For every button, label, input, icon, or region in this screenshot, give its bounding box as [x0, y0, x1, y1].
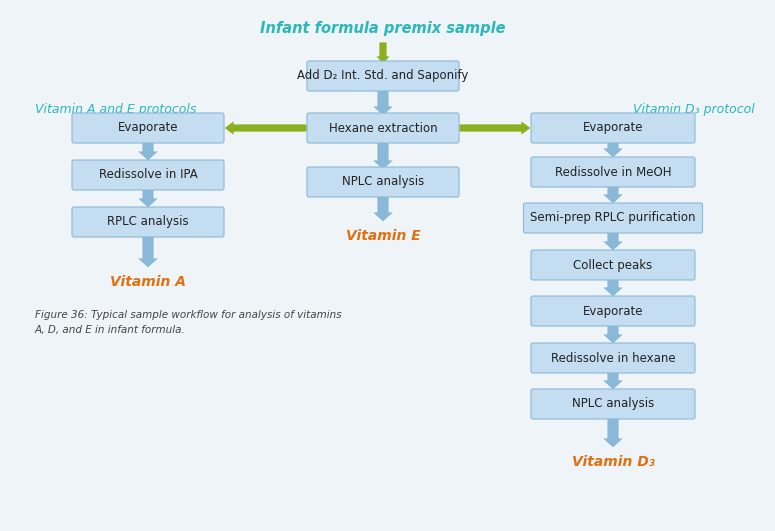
FancyBboxPatch shape: [307, 113, 459, 143]
Text: Evaporate: Evaporate: [118, 122, 178, 134]
Polygon shape: [137, 236, 159, 268]
FancyBboxPatch shape: [72, 160, 224, 190]
Polygon shape: [137, 142, 159, 161]
FancyBboxPatch shape: [531, 389, 695, 419]
Text: Vitamin D₃ protocol: Vitamin D₃ protocol: [633, 104, 755, 116]
FancyBboxPatch shape: [72, 207, 224, 237]
Text: Redissolve in MeOH: Redissolve in MeOH: [555, 166, 671, 178]
Polygon shape: [602, 372, 624, 390]
Text: Vitamin E: Vitamin E: [346, 229, 420, 243]
Text: NPLC analysis: NPLC analysis: [342, 176, 424, 189]
Polygon shape: [602, 325, 624, 344]
Text: Hexane extraction: Hexane extraction: [329, 122, 437, 134]
Polygon shape: [376, 42, 391, 64]
Text: Vitamin A and E protocols: Vitamin A and E protocols: [35, 104, 196, 116]
Text: Redissolve in hexane: Redissolve in hexane: [551, 352, 675, 364]
Text: Collect peaks: Collect peaks: [574, 259, 653, 271]
Polygon shape: [372, 90, 394, 116]
Polygon shape: [137, 189, 159, 208]
Polygon shape: [602, 418, 624, 448]
Polygon shape: [602, 279, 624, 297]
Polygon shape: [372, 142, 394, 170]
FancyBboxPatch shape: [531, 157, 695, 187]
Text: Vitamin D₃: Vitamin D₃: [572, 455, 654, 469]
Polygon shape: [602, 232, 624, 251]
FancyBboxPatch shape: [531, 113, 695, 143]
FancyBboxPatch shape: [523, 203, 702, 233]
Text: NPLC analysis: NPLC analysis: [572, 398, 654, 410]
Polygon shape: [459, 121, 531, 135]
Text: A, D, and E in infant formula.: A, D, and E in infant formula.: [35, 325, 186, 335]
FancyBboxPatch shape: [72, 113, 224, 143]
FancyBboxPatch shape: [307, 167, 459, 197]
Polygon shape: [602, 186, 624, 204]
FancyBboxPatch shape: [531, 250, 695, 280]
FancyBboxPatch shape: [307, 61, 459, 91]
Text: Semi-prep RPLC purification: Semi-prep RPLC purification: [530, 211, 696, 225]
Text: RPLC analysis: RPLC analysis: [107, 216, 189, 228]
FancyBboxPatch shape: [531, 343, 695, 373]
FancyBboxPatch shape: [531, 296, 695, 326]
Text: Vitamin A: Vitamin A: [110, 275, 186, 289]
Polygon shape: [224, 121, 307, 135]
Polygon shape: [602, 142, 624, 158]
Text: Evaporate: Evaporate: [583, 304, 643, 318]
Polygon shape: [372, 196, 394, 222]
Text: Add D₂ Int. Std. and Saponify: Add D₂ Int. Std. and Saponify: [298, 70, 469, 82]
Text: Redissolve in IPA: Redissolve in IPA: [98, 168, 198, 182]
Text: Figure 36: Typical sample workflow for analysis of vitamins: Figure 36: Typical sample workflow for a…: [35, 310, 342, 320]
Text: Evaporate: Evaporate: [583, 122, 643, 134]
Text: Infant formula premix sample: Infant formula premix sample: [260, 21, 506, 36]
